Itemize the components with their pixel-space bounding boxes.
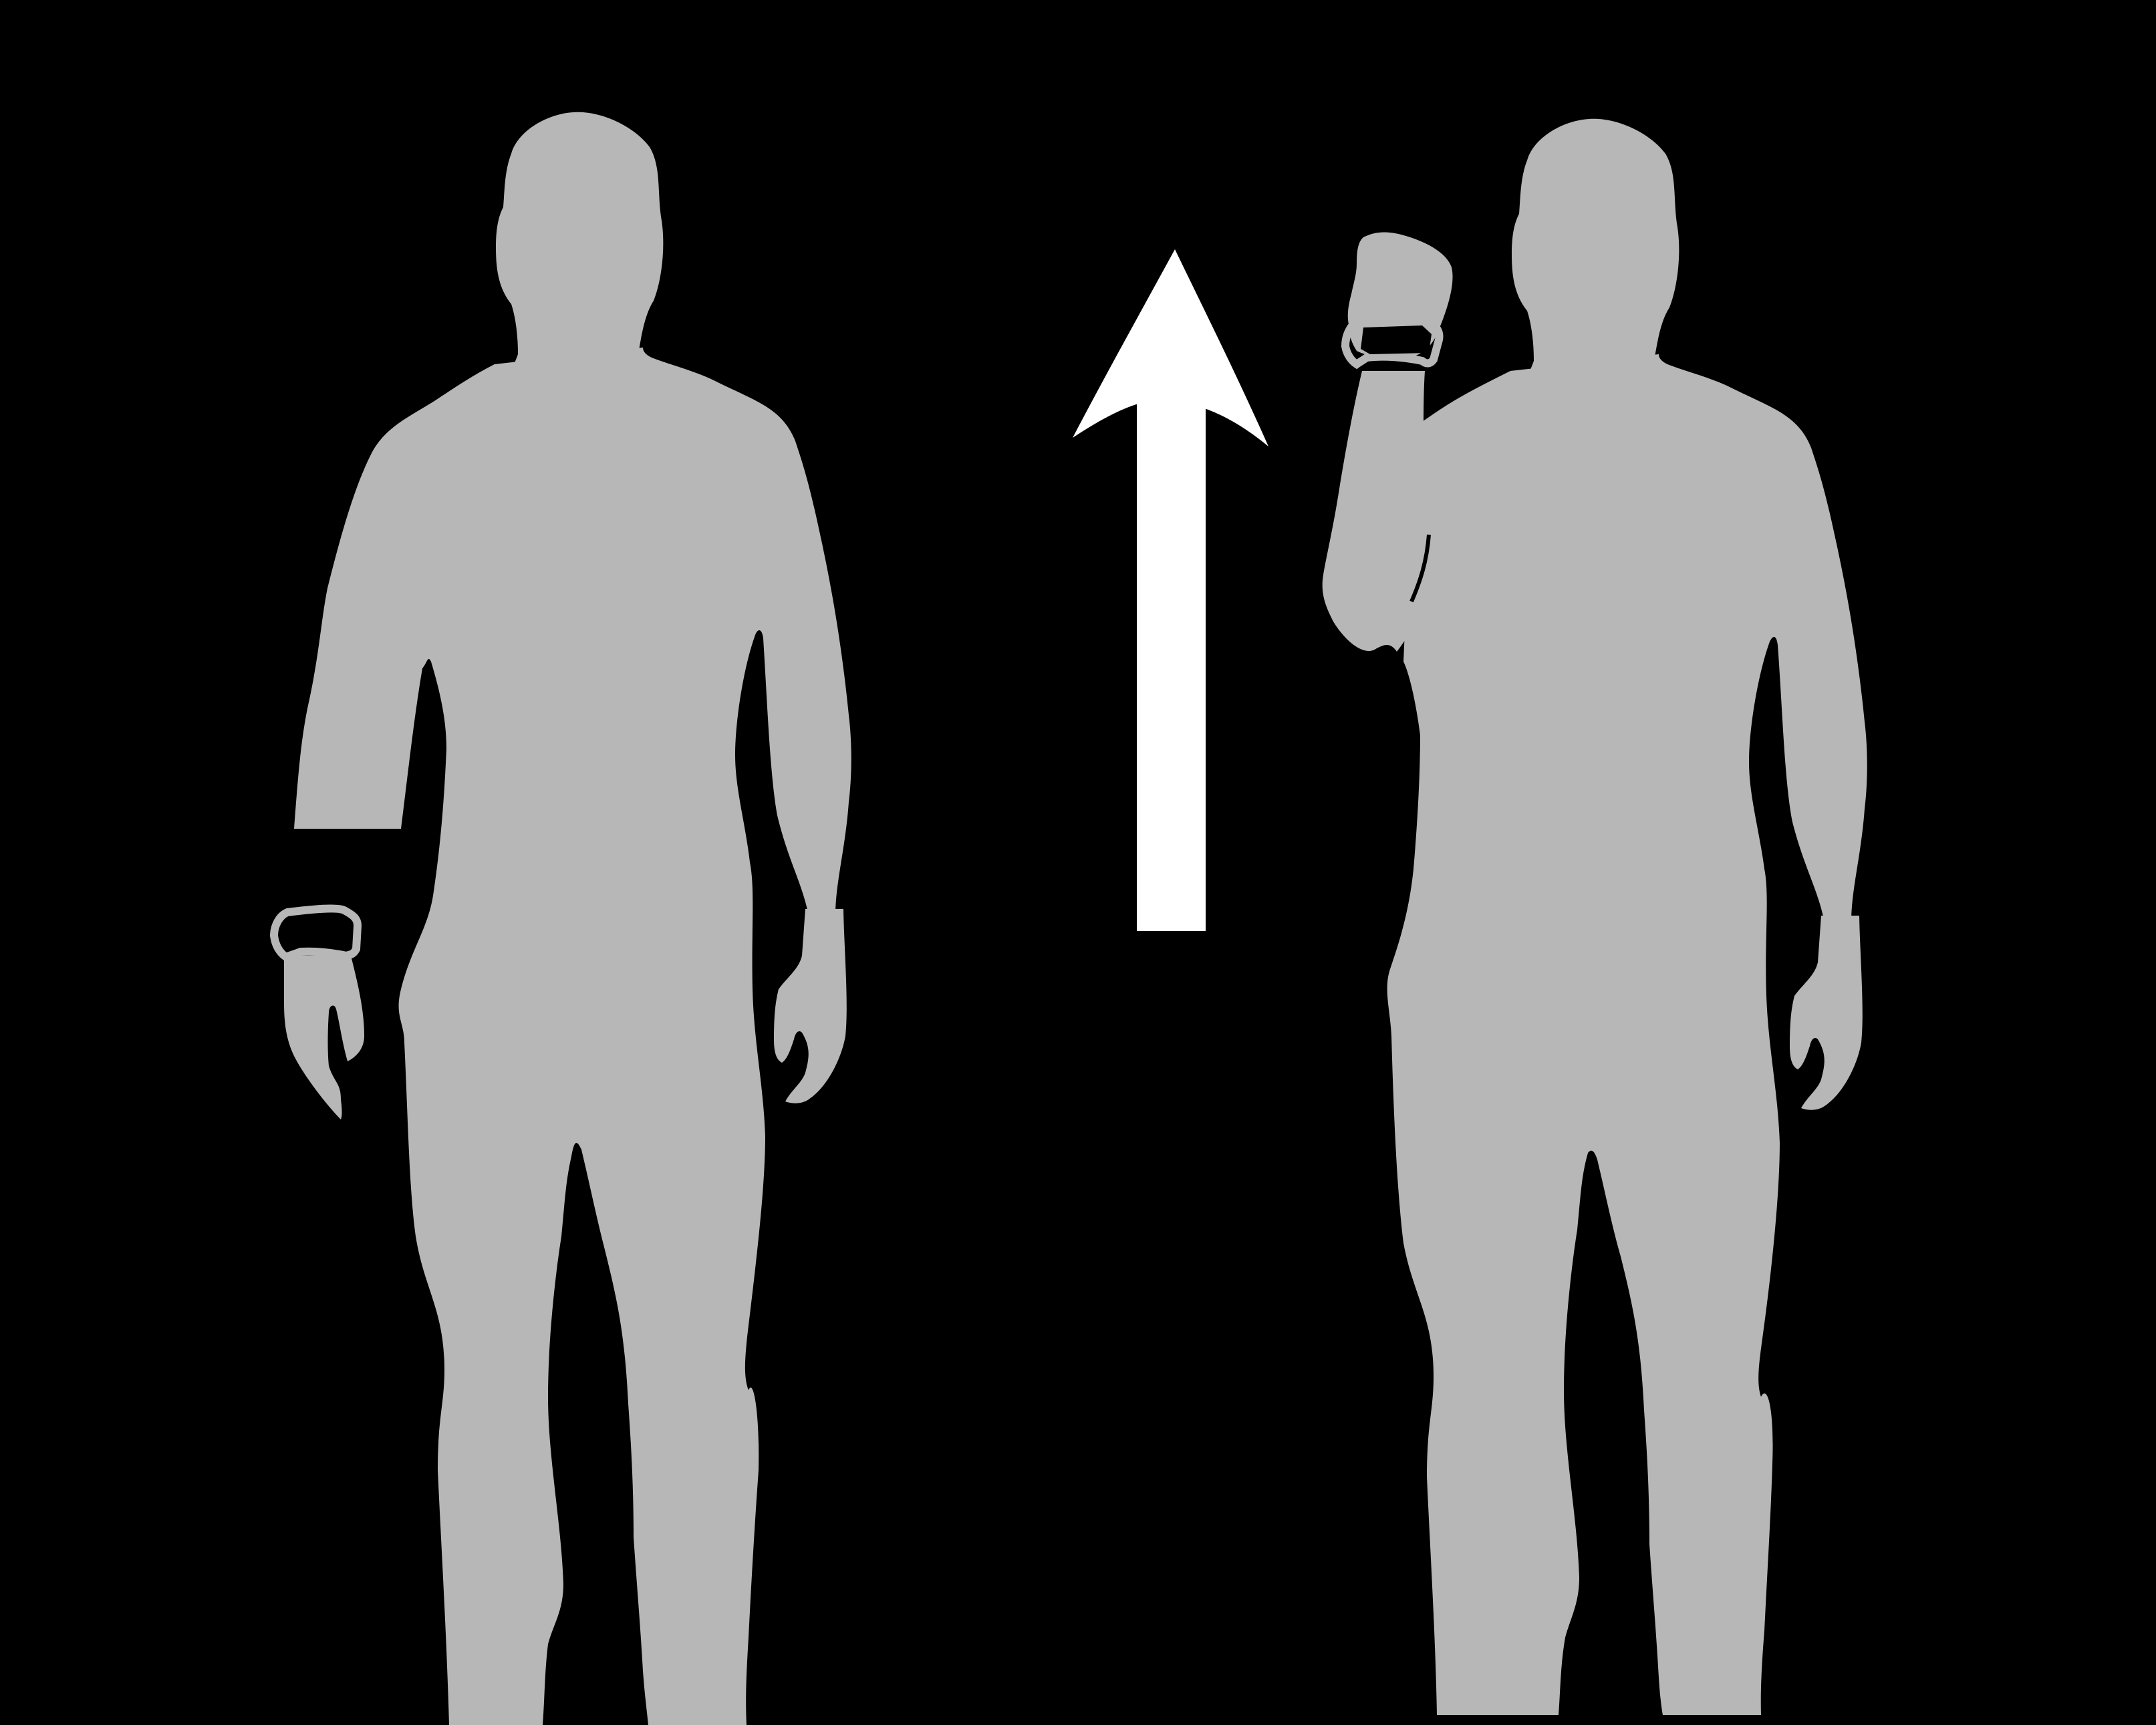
right-figure-elbow-crease	[1409, 534, 1431, 603]
right-figure-hand-right	[1790, 916, 1863, 1110]
left-figure-hand-left	[284, 956, 364, 1119]
right-figure-raised-arm	[1322, 371, 1436, 652]
left-figure-body	[294, 348, 851, 1725]
right-figure-head	[1512, 118, 1704, 392]
right-figure-wristband	[1341, 313, 1444, 370]
up-arrow-head	[1073, 249, 1268, 446]
right-figure-body	[1387, 354, 1867, 1715]
right-figure	[1322, 118, 1867, 1715]
right-figure-fist	[1347, 232, 1453, 359]
left-figure-wristband	[269, 904, 362, 962]
left-figure-hand-right	[774, 909, 847, 1103]
up-arrow-shaft	[1137, 404, 1206, 931]
left-figure	[269, 112, 851, 1725]
up-arrow	[1073, 249, 1268, 931]
left-figure-head	[496, 112, 688, 385]
